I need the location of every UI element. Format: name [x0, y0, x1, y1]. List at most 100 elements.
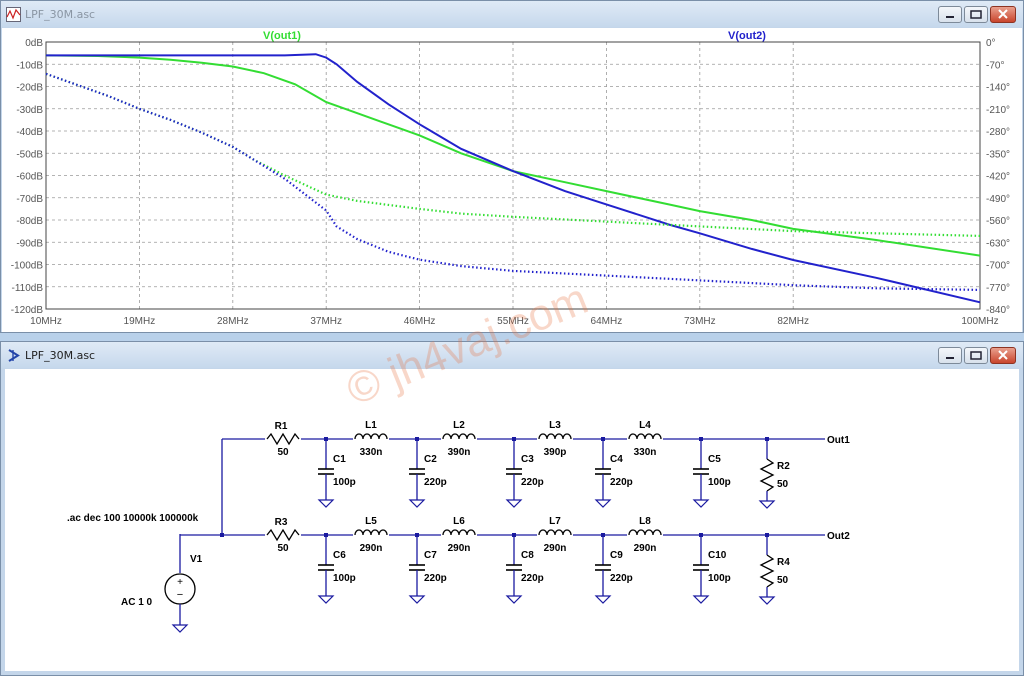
ground-symbol: [692, 499, 710, 508]
close-button[interactable]: [990, 6, 1016, 23]
phase-trace-vout2: [45, 72, 981, 291]
close-icon: [998, 350, 1008, 360]
capacitor-value: 100p: [333, 477, 356, 488]
capacitor-value: 220p: [521, 573, 544, 584]
resistor-ref: R3: [275, 517, 288, 528]
ground-symbol: [594, 595, 612, 604]
plot-background: [2, 28, 1022, 332]
y-left-tick-label: -110dB: [11, 283, 43, 294]
y-right-tick-label: -350°: [986, 149, 1010, 160]
inductor-ref: L8: [639, 516, 651, 527]
x-tick-label: 46MHz: [404, 316, 436, 327]
capacitor-ref: C3: [521, 454, 534, 465]
maximize-icon: [970, 351, 982, 360]
ground-symbol: [505, 595, 523, 604]
load-resistor-value: 50: [777, 479, 789, 490]
plot-window-title: LPF_30M.asc: [25, 8, 96, 21]
maximize-button[interactable]: [964, 347, 988, 364]
waveform-app-icon: [6, 7, 21, 22]
inductor-ref: L6: [453, 516, 465, 527]
minimize-button[interactable]: [938, 6, 962, 23]
y-right-tick-label: -630°: [986, 238, 1010, 249]
resistor-value: 50: [277, 543, 289, 554]
inductor-value: 330n: [360, 447, 383, 458]
legend-vout1: V(out1): [263, 30, 301, 42]
plot-frame: [45, 41, 981, 310]
inductor-l2: [442, 433, 476, 440]
schematic-bg: [5, 369, 1019, 671]
inductor-l5: [354, 529, 388, 536]
x-tick-label: 73MHz: [684, 316, 716, 327]
ground-symbol: [408, 595, 426, 604]
v1-value: AC 1 0: [121, 597, 153, 608]
x-tick-label: 37MHz: [310, 316, 342, 327]
plot-window: LPF_30M.asc 10MHz 19MHz 28MHz 37MHz 46MHz 55M…: [0, 0, 1024, 333]
capacitor-value: 100p: [708, 477, 731, 488]
plot-area[interactable]: 10MHz 19MHz 28MHz 37MHz 46MHz 55MHz 64MHz 73MHz…: [2, 28, 1022, 332]
resistor-r1: [266, 432, 300, 446]
ground-symbol: [758, 596, 776, 605]
x-tick-label: 82MHz: [777, 316, 809, 327]
capacitor-ref: C9: [610, 550, 623, 561]
bode-plot[interactable]: 10MHz 19MHz 28MHz 37MHz 46MHz 55MHz 64MHz 73MHz…: [2, 28, 1022, 332]
inductor-ref: L4: [639, 420, 651, 431]
inductor-ref: L7: [549, 516, 561, 527]
resistor-value: 50: [277, 447, 289, 458]
y-right-tick-label: -420°: [986, 172, 1010, 183]
ground-symbol: [317, 595, 335, 604]
y-right-tick-label: -490°: [986, 194, 1010, 205]
inductor-ref: L5: [365, 516, 377, 527]
load-resistor-ref: R4: [777, 557, 790, 568]
y-right-tick-label: -700°: [986, 261, 1010, 272]
inductor-value: 290n: [634, 543, 657, 554]
resistor-r3: [266, 528, 300, 542]
inductor-l8: [628, 529, 662, 536]
y-left-tick-label: -90dB: [16, 238, 43, 249]
capacitor-value: 100p: [708, 573, 731, 584]
maximize-button[interactable]: [964, 6, 988, 23]
plot-titlebar[interactable]: LPF_30M.asc: [1, 1, 1023, 27]
net-label-out1: Out1: [827, 435, 850, 446]
capacitor-ref: C5: [708, 454, 721, 465]
y-left-tick-label: -40dB: [16, 127, 43, 138]
spice-directive: .ac dec 100 10000k 100000k: [67, 513, 199, 524]
inductor-l4: [628, 433, 662, 440]
capacitor-ref: C2: [424, 454, 437, 465]
schematic-canvas[interactable]: .ac dec 100 10000k 100000k + − V1 AC 1 0 R1 50…: [5, 369, 1019, 671]
minimize-icon: [946, 16, 954, 18]
schematic-titlebar[interactable]: LPF_30M.asc: [1, 342, 1023, 368]
capacitor-value: 220p: [521, 477, 544, 488]
x-tick-label: 64MHz: [591, 316, 623, 327]
y-left-tick-label: -70dB: [16, 194, 43, 205]
close-button[interactable]: [990, 347, 1016, 364]
maximize-icon: [970, 10, 982, 19]
minimize-icon: [946, 357, 954, 359]
x-tick-label: 100MHz: [961, 316, 998, 327]
ground-symbol: [408, 499, 426, 508]
ground-symbol: [317, 499, 335, 508]
y-left-tick-label: -80dB: [16, 216, 43, 227]
capacitor-ref: C1: [333, 454, 346, 465]
schematic-drawing[interactable]: .ac dec 100 10000k 100000k +− V1 AC 1 0 R1 50…: [5, 369, 1019, 671]
y-right-tick-label: -140°: [986, 83, 1010, 94]
inductor-l6: [442, 529, 476, 536]
capacitor-value: 220p: [424, 573, 447, 584]
load-resistor-ref: R2: [777, 461, 790, 472]
inductor-value: 290n: [360, 543, 383, 554]
x-tick-label: 19MHz: [124, 316, 156, 327]
ground-symbol: [171, 624, 189, 633]
y-left-tick-label: -50dB: [16, 149, 43, 160]
inductor-l7: [538, 529, 572, 536]
magnitude-trace-vout2: [46, 53, 981, 304]
capacitor-ref: C7: [424, 550, 437, 561]
source-minus-sign: −: [177, 589, 183, 601]
close-icon: [998, 9, 1008, 19]
y-left-tick-label: -120dB: [11, 305, 44, 316]
schematic-window: LPF_30M.asc .ac dec 100 10000k 100000k + −…: [0, 341, 1024, 676]
y-right-tick-label: -560°: [986, 216, 1010, 227]
ground-symbol: [692, 595, 710, 604]
capacitor-value: 220p: [610, 573, 633, 584]
v1-ref: V1: [190, 554, 203, 565]
minimize-button[interactable]: [938, 347, 962, 364]
resistor-gap: [265, 434, 301, 444]
